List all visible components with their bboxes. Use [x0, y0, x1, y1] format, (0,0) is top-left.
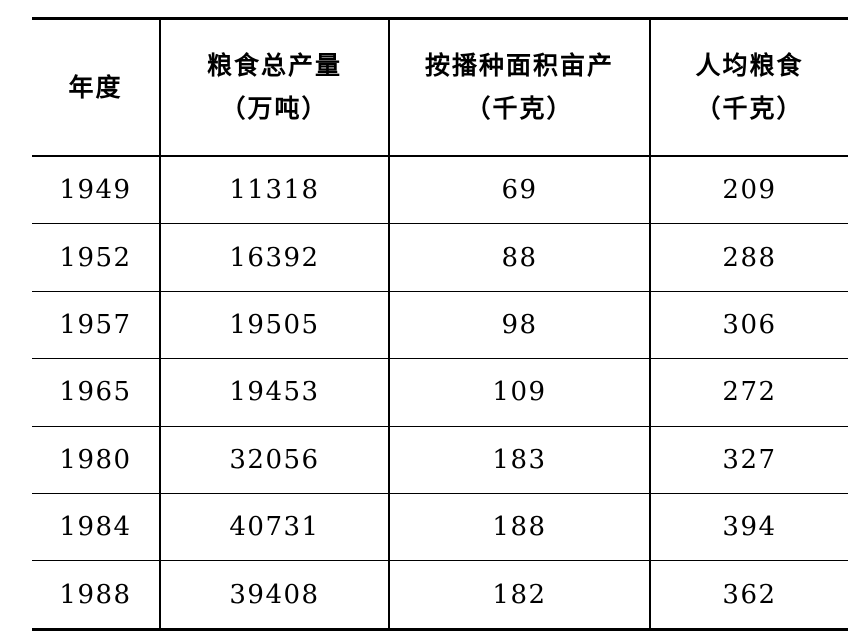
column-header-yield-per-mu: 按播种面积亩产 （千克）	[389, 17, 651, 157]
column-header-per-capita-unit: （千克）	[695, 94, 804, 123]
cell-per-capita: 394	[650, 493, 848, 562]
table-header: 年度 粮食总产量 （万吨） 按播种面积亩产 （千克） 人均粮食 （千克）	[32, 17, 848, 157]
cell-per-capita: 288	[650, 223, 848, 292]
column-header-per-capita-label: 人均粮食	[695, 51, 804, 81]
cell-year: 1949	[32, 156, 161, 225]
table-row: 1949 11318 69 209	[32, 156, 848, 225]
column-header-total-output-unit: （万吨）	[220, 94, 329, 123]
cell-total-output: 11318	[160, 156, 390, 225]
cell-yield-per-mu: 182	[389, 560, 651, 631]
cell-per-capita: 272	[650, 358, 848, 427]
column-header-total-output: 粮食总产量 （万吨）	[160, 17, 390, 157]
table-row: 1965 19453 109 272	[32, 358, 848, 427]
cell-yield-per-mu: 98	[389, 291, 651, 360]
cell-year: 1984	[32, 493, 161, 562]
cell-total-output: 40731	[160, 493, 390, 562]
cell-year: 1965	[32, 358, 161, 427]
cell-per-capita: 209	[650, 156, 848, 225]
cell-total-output: 19505	[160, 291, 390, 360]
table-row: 1952 16392 88 288	[32, 223, 848, 292]
table-row: 1988 39408 182 362	[32, 560, 848, 631]
table-row: 1957 19505 98 306	[32, 291, 848, 360]
cell-yield-per-mu: 88	[389, 223, 651, 292]
cell-yield-per-mu: 183	[389, 426, 651, 494]
cell-year: 1988	[32, 560, 161, 631]
cell-year: 1980	[32, 426, 161, 494]
cell-total-output: 39408	[160, 560, 390, 631]
cell-per-capita: 327	[650, 426, 848, 494]
table-body: 1949 11318 69 209 1952 16392 88 288 1957 19505 98 3…	[32, 156, 848, 631]
column-header-per-capita: 人均粮食 （千克）	[650, 17, 848, 157]
column-header-year: 年度	[32, 17, 161, 157]
cell-total-output: 32056	[160, 426, 390, 494]
cell-yield-per-mu: 69	[389, 156, 651, 225]
column-header-yield-per-mu-unit: （千克）	[465, 94, 574, 123]
table-row: 1984 40731 188 394	[32, 493, 848, 562]
column-header-yield-per-mu-label: 按播种面积亩产	[424, 51, 614, 81]
cell-year: 1952	[32, 223, 161, 292]
cell-per-capita: 306	[650, 291, 848, 360]
cell-per-capita: 362	[650, 560, 848, 631]
grain-statistics-table: 年度 粮食总产量 （万吨） 按播种面积亩产 （千克） 人均粮食 （千克） 194…	[32, 17, 848, 631]
column-header-year-label: 年度	[68, 72, 123, 102]
column-header-total-output-label: 粮食总产量	[206, 51, 342, 81]
cell-yield-per-mu: 109	[389, 358, 651, 427]
cell-yield-per-mu: 188	[389, 493, 651, 562]
header-row: 年度 粮食总产量 （万吨） 按播种面积亩产 （千克） 人均粮食 （千克）	[32, 17, 848, 157]
table-row: 1980 32056 183 327	[32, 426, 848, 494]
cell-year: 1957	[32, 291, 161, 360]
cell-total-output: 16392	[160, 223, 390, 292]
cell-total-output: 19453	[160, 358, 390, 427]
